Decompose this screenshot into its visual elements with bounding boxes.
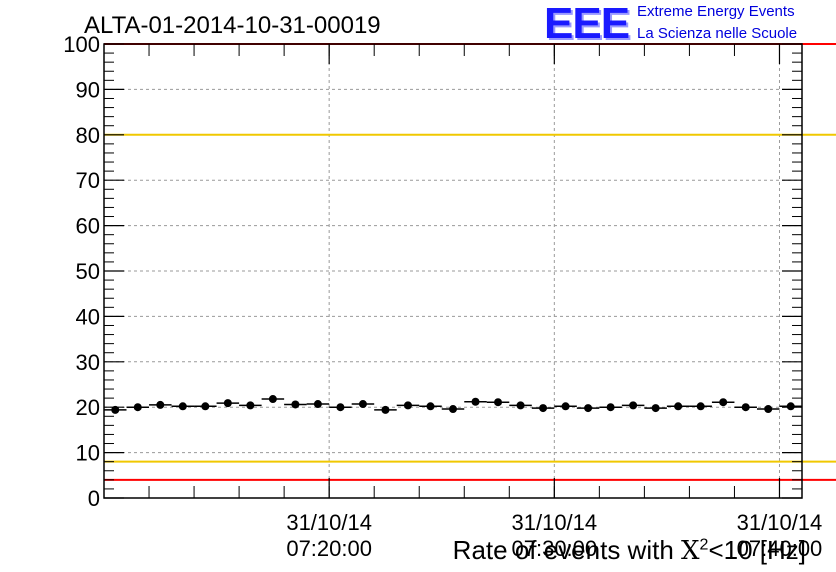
data-point [403,401,412,410]
data-point [786,402,795,411]
data-point [313,400,322,409]
data-point [764,405,773,414]
data-point [111,405,120,414]
y-tick-label: 10 [76,441,100,466]
logo-line-2: La Scienza nelle Scuole [637,25,798,42]
data-points [104,395,802,414]
y-tick-label: 30 [76,350,100,375]
data-point [336,403,345,412]
x-tick-label-time: 07:40:00 [737,536,823,561]
x-axis-label-sup: 2 [699,536,709,554]
data-point [584,404,593,413]
x-tick-label-date: 31/10/14 [512,510,598,535]
data-point [381,405,390,414]
x-axis-label-prefix: Rate of events with [452,535,682,565]
data-point [494,398,503,407]
x-tick-label-date: 31/10/14 [286,510,372,535]
data-point [674,402,683,411]
data-point [471,397,480,406]
data-point [201,402,210,411]
y-tick-label: 20 [76,395,100,420]
data-point [651,404,660,413]
y-tick-label: 70 [76,168,100,193]
y-tick-label: 90 [76,77,100,102]
x-tick-label-date: 31/10/14 [737,510,823,535]
y-tick-label: 100 [63,32,100,57]
data-point [358,400,367,409]
x-tick-label-time: 07:20:00 [286,536,372,561]
x-tick-label-time: 07:30:00 [512,536,598,561]
logo-line-1: Extreme Energy Events [637,3,795,20]
y-tick-label: 50 [76,259,100,284]
data-point [156,400,165,409]
data-point [291,400,300,409]
data-point [696,402,705,411]
data-point [741,403,750,412]
grid-lines [104,44,802,498]
x-axis-label-symbol: X [681,536,700,566]
chart-title: ALTA-01-2014-10-31-00019 [84,12,381,39]
eee-logo: EEE [544,0,630,48]
axes: 010203040506070809010031/10/1407:20:0031… [63,32,822,561]
y-tick-label: 0 [88,486,100,511]
y-tick-label: 40 [76,304,100,329]
data-point [246,401,255,410]
x-axis-label: Rate of events with X2<10 [Hz] [453,535,806,566]
data-point [133,403,142,412]
data-point [426,402,435,411]
y-tick-label: 80 [76,123,100,148]
reference-lines [104,43,836,481]
data-point [719,398,728,407]
data-point [449,405,457,414]
y-tick-label: 60 [76,214,100,239]
data-point [178,402,187,411]
data-point [223,399,232,408]
data-point [268,395,277,404]
data-point [539,404,548,413]
data-point [629,401,638,410]
data-point [606,403,615,412]
data-point [561,402,570,411]
x-axis-label-suffix: <10 [Hz] [708,535,806,565]
data-point [516,401,525,410]
